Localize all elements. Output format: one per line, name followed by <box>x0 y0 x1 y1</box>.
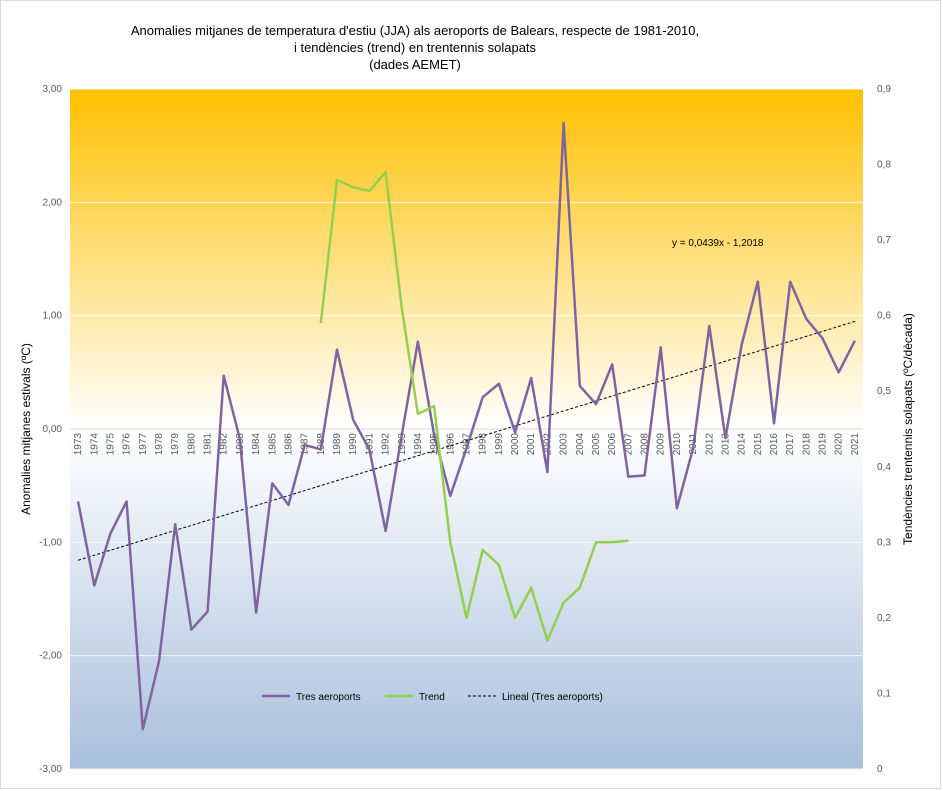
title-line-1: Anomalies mitjanes de temperatura d'esti… <box>130 23 700 38</box>
legend: Tres aeroports Trend Lineal (Tres aeropo… <box>262 692 603 703</box>
x-tick-label: 2018 <box>801 433 812 456</box>
x-tick-label: 2012 <box>704 433 715 456</box>
y2-tick-label: 0,3 <box>877 537 891 548</box>
x-tick-label: 1992 <box>381 433 392 456</box>
x-tick-label: 2008 <box>640 433 651 456</box>
x-tick-label: 1996 <box>445 433 456 456</box>
x-tick-label: 1984 <box>251 433 262 456</box>
x-tick-label: 2003 <box>559 433 570 456</box>
y2-axis-label: Tendències trentennis solapats (ºC/dècad… <box>901 313 915 545</box>
x-tick-label: 1976 <box>122 433 133 456</box>
series-line-trend <box>319 170 629 642</box>
x-tick-label: 1989 <box>332 433 343 456</box>
y-tick-label: -1,00 <box>39 537 62 548</box>
x-tick-label: 2017 <box>785 433 796 456</box>
x-tick-label: 1974 <box>89 433 100 456</box>
x-tick-label: 1990 <box>348 433 359 456</box>
legend-label-lineal: Lineal (Tres aeroports) <box>502 692 603 703</box>
x-tick-label: 2004 <box>575 433 586 456</box>
y2-tick-label: 0,6 <box>877 311 891 322</box>
x-tick-label: 2000 <box>510 433 521 456</box>
x-tick-label: 1979 <box>170 433 181 456</box>
x-tick-label: 1991 <box>364 433 375 456</box>
x-tick-label: 1995 <box>429 433 440 456</box>
x-tick-label: 1977 <box>138 433 149 456</box>
x-tick-label: 1994 <box>413 433 424 456</box>
legend-label-tres-aeroports: Tres aeroports <box>296 692 361 703</box>
chart-title: Anomalies mitjanes de temperatura d'esti… <box>0 22 830 73</box>
y-axis-label: Anomalies mitjanes estivals (ºC) <box>19 343 33 515</box>
x-tick-label: 2016 <box>769 433 780 456</box>
x-tick-label: 1998 <box>478 433 489 456</box>
x-tick-label: 2005 <box>591 433 602 456</box>
x-tick-label: 1975 <box>105 433 116 456</box>
y2-tick-label: 0,7 <box>877 235 891 246</box>
trendline <box>77 320 856 561</box>
x-tick-label: 2001 <box>526 433 537 456</box>
y2-tick-label: 0,8 <box>877 160 891 171</box>
y2-tick-label: 0,1 <box>877 688 891 699</box>
trendline-equation: y = 0,0439x - 1,2018 <box>672 238 764 249</box>
x-tick-label: 2007 <box>623 433 634 456</box>
x-tick-label: 2021 <box>850 433 861 456</box>
x-tick-label: 1981 <box>203 433 214 456</box>
x-tick-label: 2014 <box>737 433 748 456</box>
y2-tick-label: 0,9 <box>877 84 891 95</box>
y2-tick-label: 0,2 <box>877 613 891 624</box>
x-tick-label: 1973 <box>73 433 84 456</box>
x-tick-label: 1980 <box>186 433 197 456</box>
y-tick-label: 0,00 <box>43 424 63 435</box>
series-line-tres-aeroports <box>76 121 857 731</box>
y2-tick-label: 0 <box>877 764 883 775</box>
x-tick-label: 1986 <box>283 433 294 456</box>
y2-tick-label: 0,5 <box>877 386 891 397</box>
x-tick-label: 1982 <box>219 433 230 456</box>
x-tick-label: 2009 <box>656 433 667 456</box>
x-tick-label: 2015 <box>753 433 764 456</box>
y-tick-label: 1,00 <box>43 311 63 322</box>
x-tick-label: 1985 <box>267 433 278 456</box>
x-tick-label: 2013 <box>720 433 731 456</box>
y2-tick-label: 0,4 <box>877 462 891 473</box>
x-tick-label: 1978 <box>154 433 165 456</box>
x-tick-label: 1993 <box>397 433 408 456</box>
y-tick-label: -2,00 <box>39 651 62 662</box>
x-tick-label: 1999 <box>494 433 505 456</box>
y-tick-label: -3,00 <box>39 764 62 775</box>
legend-label-trend: Trend <box>419 692 445 703</box>
x-tick-label: 2019 <box>818 433 829 456</box>
y-tick-label: 2,00 <box>43 197 63 208</box>
y-tick-label: 3,00 <box>43 84 63 95</box>
title-line-3: (dades AEMET) <box>369 57 461 72</box>
x-tick-label: 2010 <box>672 433 683 456</box>
x-tick-label: 2020 <box>834 433 845 456</box>
title-line-2: i tendències (trend) en trentennis solap… <box>293 40 537 55</box>
x-tick-label: 2006 <box>607 433 618 456</box>
